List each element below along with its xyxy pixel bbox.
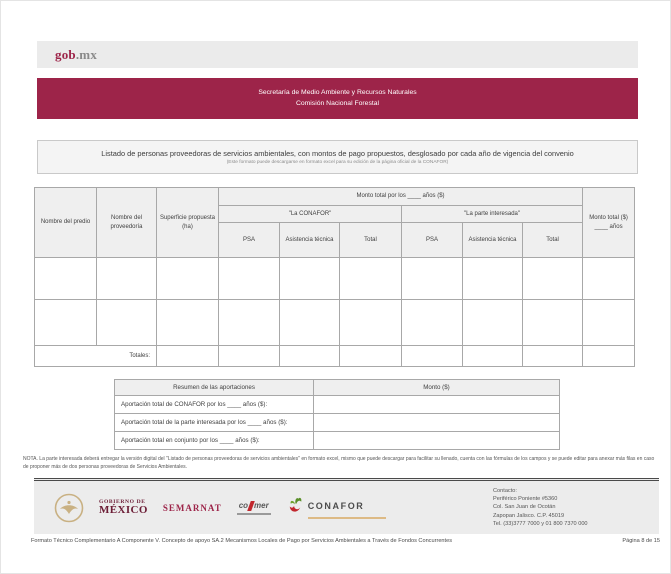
totals-row: Totales: (34, 345, 636, 367)
empty-cell (462, 345, 523, 367)
empty-cell (96, 257, 157, 300)
monto-total-line2: ____ años (594, 223, 623, 230)
mexico-seal-icon (54, 493, 84, 523)
gob-header-band: gob.mx (37, 41, 638, 68)
contact-title: Contacto: (493, 487, 517, 494)
summary-table: Resumen de las aportaciones Monto ($) Ap… (114, 379, 560, 450)
summary-row: Aportación total de la parte interesada … (114, 413, 560, 432)
page-footer: Formato Técnico Complementario A Compone… (31, 538, 660, 544)
contact-address-line: Col. San Juan de Ocotán (493, 504, 556, 511)
empty-cell (339, 299, 402, 346)
nota-text: NOTA. La parte interesada deberá entrega… (23, 456, 655, 470)
comision-name: Comisión Nacional Forestal (295, 99, 380, 107)
col-header-predio: Nombre del predio (34, 187, 97, 258)
empty-cell (279, 257, 340, 300)
gobierno-de-mexico-logo: GOBIERNO DE MÉXICO (99, 499, 148, 516)
col-header-monto-total: Monto total ($) ____ años (582, 187, 636, 258)
cofemer-tagline-bar (236, 512, 271, 515)
summary-header-monto: Monto ($) (313, 379, 560, 396)
cofemer-text-right: mer (254, 501, 269, 510)
contact-address-line: Periférico Poniente #5360 (493, 495, 558, 502)
empty-cell (521, 257, 584, 300)
institution-banner: Secretaría de Medio Ambiente y Recursos … (37, 78, 638, 119)
empty-cell (156, 257, 219, 300)
empty-cell (218, 257, 280, 300)
col-header-asistencia-parte: Asistencia técnica (462, 222, 523, 258)
empty-cell (401, 299, 463, 346)
empty-cell (96, 299, 157, 346)
col-header-proveedora: Nombre del proveedoría (96, 187, 157, 258)
gobmx-logo-mx: .mx (75, 46, 98, 62)
empty-cell (313, 395, 560, 414)
table-row (34, 299, 636, 346)
summary-label-conjunto: Aportación total en conjunto por los ___… (114, 431, 314, 450)
summary-row: Aportación total en conjunto por los ___… (114, 431, 560, 450)
empty-cell (313, 431, 560, 450)
group-header-monto-anual: Monto total por los ____ años ($) (217, 187, 584, 206)
form-title-box: Listado de personas proveedoras de servi… (37, 140, 638, 174)
form-title: Listado de personas proveedoras de servi… (101, 149, 574, 158)
empty-cell (218, 299, 280, 346)
summary-label-conafor: Aportación total de CONAFOR por los ____… (114, 395, 314, 414)
footer-logos: GOBIERNO DE MÉXICO SEMARNAT co mer (54, 493, 386, 523)
secretaria-name: Secretaría de Medio Ambiente y Recursos … (258, 88, 417, 96)
summary-header-concepto: Resumen de las aportaciones (114, 379, 314, 396)
col-header-asistencia-conafor: Asistencia técnica (279, 222, 340, 258)
empty-cell (401, 345, 463, 367)
providers-table: Nombre del predio Nombre del proveedoría… (34, 187, 636, 367)
empty-cell (279, 299, 340, 346)
empty-cell (339, 345, 402, 367)
summary-label-parte-interesada: Aportación total de la parte interesada … (114, 413, 314, 432)
empty-cell (521, 345, 584, 367)
semarnat-logo: SEMARNAT (162, 502, 222, 513)
conafor-tagline-bar (307, 517, 386, 519)
summary-row: Aportación total de CONAFOR por los ____… (114, 395, 560, 414)
col-header-total-conafor: Total (339, 222, 402, 258)
totales-label: Totales: (34, 345, 157, 367)
empty-cell (313, 413, 560, 432)
cofemer-logo: co mer (236, 500, 271, 515)
gobmx-logo-gob: gob (55, 46, 76, 62)
page-number: Página 8 de 15 (622, 538, 660, 544)
gobierno-line2: MÉXICO (99, 504, 148, 516)
empty-cell (582, 299, 636, 346)
col-header-psa-parte: PSA (401, 222, 463, 258)
col-header-psa-conafor: PSA (218, 222, 280, 258)
footer-band: GOBIERNO DE MÉXICO SEMARNAT co mer (34, 478, 659, 534)
gobmx-logo: gob.mx (55, 47, 97, 63)
empty-cell (582, 257, 636, 300)
empty-cell (34, 257, 97, 300)
contact-phone-line: Tel. (33)3777 7000 y 01 800 7370 000 (493, 521, 588, 528)
cofemer-wordmark: co mer (238, 500, 269, 511)
gobierno-line1: GOBIERNO DE (99, 499, 146, 505)
form-subtitle: (Este formato puede descargarse en forma… (226, 160, 449, 165)
empty-cell (339, 257, 402, 300)
empty-cell (156, 299, 219, 346)
empty-cell (218, 345, 280, 367)
empty-cell (462, 257, 523, 300)
col-header-total-parte: Total (521, 222, 584, 258)
contact-block: Contacto: Periférico Poniente #5360 Col.… (493, 487, 645, 529)
conafor-logo: CONAFOR (286, 496, 386, 519)
footer-format-title: Formato Técnico Complementario A Compone… (31, 538, 453, 544)
conafor-wordmark: CONAFOR (307, 500, 365, 511)
col-header-superficie: Superficie propuesta (ha) (156, 187, 219, 258)
empty-cell (401, 257, 463, 300)
empty-cell (279, 345, 340, 367)
cofemer-text-left: co (238, 501, 249, 510)
empty-cell (156, 345, 219, 367)
contact-address-line: Zapopan Jalisco. C.P. 45019 (493, 512, 565, 519)
monto-total-line1: Monto total ($) (589, 215, 628, 222)
empty-cell (462, 299, 523, 346)
empty-cell (521, 299, 584, 346)
group-header-parte-interesada: "La parte interesada" (400, 205, 584, 223)
conafor-bird-icon (289, 497, 302, 512)
table-row (34, 257, 636, 300)
empty-cell (34, 299, 97, 346)
group-header-conafor: "La CONAFOR" (218, 205, 402, 223)
empty-cell (582, 345, 636, 367)
